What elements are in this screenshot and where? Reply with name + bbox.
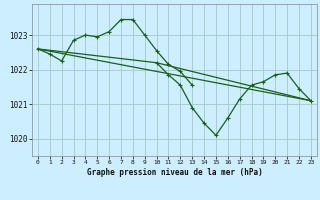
X-axis label: Graphe pression niveau de la mer (hPa): Graphe pression niveau de la mer (hPa) bbox=[86, 168, 262, 177]
